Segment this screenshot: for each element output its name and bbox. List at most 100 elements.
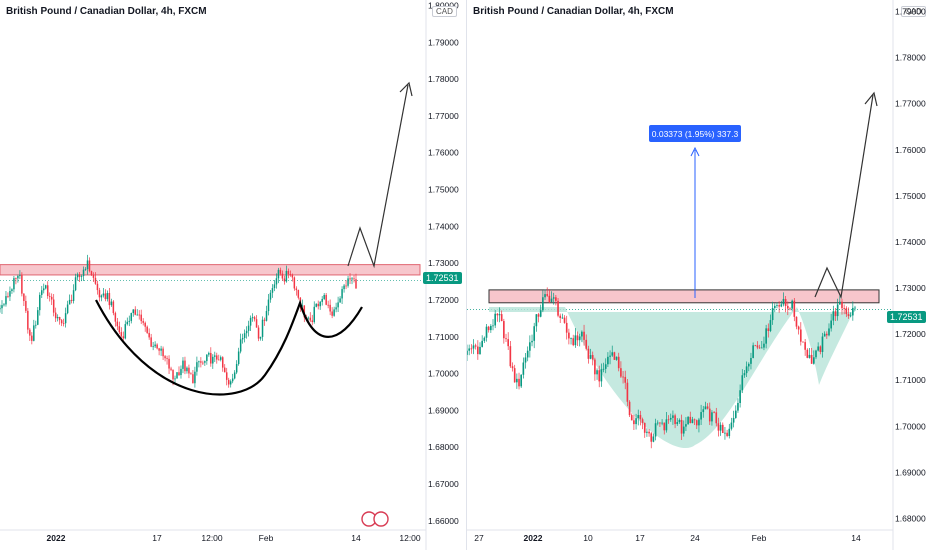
candle-body [72, 290, 75, 301]
candle-body [351, 278, 353, 280]
candle-body [767, 328, 770, 331]
y-axis-tick-label: 1.73000 [895, 283, 926, 293]
candle-body [144, 322, 146, 327]
candle-body [94, 277, 97, 284]
candle-body [513, 368, 516, 383]
candle-body [817, 346, 819, 351]
candlestick-chart-right[interactable]: 1.79000 1.78000 1.77000 1.76000 1.75000 1.740… [467, 0, 932, 550]
y-axis-tick-label: 1.71000 [428, 332, 459, 342]
candle-body [665, 419, 668, 431]
candle-body [617, 356, 620, 369]
candle-body [492, 325, 494, 327]
candle-body [3, 304, 5, 306]
candle-body [594, 359, 596, 375]
candle-body [146, 326, 148, 333]
candle-body [615, 356, 618, 360]
measure-label-box [649, 125, 741, 142]
candle-body [15, 278, 17, 279]
candle-body [548, 295, 551, 302]
candle-body [611, 352, 614, 356]
candle-body [216, 355, 218, 360]
candle-body [122, 336, 125, 339]
candle-body [160, 348, 162, 351]
y-axis-tick-label: 1.74000 [895, 237, 926, 247]
candle-body [756, 345, 759, 348]
candle-body [834, 311, 837, 317]
y-axis-tick-label: 1.69000 [895, 467, 926, 477]
candle-body [64, 313, 67, 324]
candle-body [830, 320, 832, 329]
y-axis-tick-label: 1.67000 [428, 479, 459, 489]
candle-body [84, 269, 87, 270]
candle-body [68, 299, 71, 305]
candle-body [706, 406, 709, 409]
candle-body [485, 326, 488, 338]
candle-body [832, 311, 835, 321]
candle-body [804, 342, 806, 350]
candle-body [639, 415, 642, 420]
candle-body [0, 308, 1, 310]
candle-body [202, 362, 204, 364]
candle-body [82, 269, 85, 277]
candle-body [500, 314, 503, 322]
y-axis-tick-label: 1.77000 [895, 99, 926, 109]
candle-body [229, 381, 232, 385]
candle-body [21, 275, 23, 294]
chart-panel-left[interactable]: British Pound / Canadian Dollar, 4h, FXC… [0, 0, 466, 550]
candle-body [190, 373, 192, 375]
candle-body [516, 378, 518, 383]
candle-body [481, 340, 483, 347]
candle-body [58, 317, 61, 321]
candle-body [76, 274, 79, 278]
candle-body [689, 416, 692, 423]
candle-body [136, 314, 138, 316]
candle-body [628, 401, 631, 416]
candle-body [780, 304, 783, 307]
candle-body [130, 313, 133, 321]
projection-arrow [814, 94, 874, 299]
candle-body [760, 347, 763, 349]
candle-body [620, 368, 622, 377]
candle-body [730, 422, 733, 429]
chart-panel-right[interactable]: British Pound / Canadian Dollar, 4h, FXC… [466, 0, 932, 550]
candle-body [102, 293, 105, 296]
candle-body [259, 336, 262, 339]
candle-body [66, 304, 69, 314]
candle-body [41, 290, 43, 295]
candle-body [96, 283, 99, 291]
candle-body [520, 374, 523, 387]
candle-body [836, 304, 839, 317]
y-axis-tick-label: 1.74000 [428, 221, 459, 231]
candle-body [295, 288, 298, 291]
candle-body [214, 355, 216, 357]
y-axis-tick-label: 1.72000 [895, 329, 926, 339]
candle-body [289, 274, 292, 275]
candle-body [524, 357, 527, 363]
candle-body [218, 359, 220, 361]
candle-body [667, 419, 670, 421]
candle-body [494, 313, 497, 326]
candle-body [54, 312, 57, 319]
candle-body [283, 278, 286, 282]
candle-body [176, 372, 178, 379]
candle-body [808, 354, 811, 358]
pattern-fill-area [489, 307, 855, 449]
candle-body [70, 299, 73, 301]
currency-badge[interactable]: CAD [901, 6, 926, 17]
candle-body [691, 419, 694, 423]
candle-body [152, 346, 154, 348]
candle-body [750, 357, 752, 364]
x-axis-tick-label: 2022 [47, 533, 66, 543]
currency-badge[interactable]: CAD [432, 6, 457, 17]
candle-body [626, 382, 629, 402]
candlestick-chart-left[interactable]: 1.80000 1.79000 1.78000 1.77000 1.76000 1.750… [0, 0, 466, 550]
candle-body [293, 277, 296, 289]
candle-body [470, 348, 473, 350]
candle-body [239, 339, 242, 352]
candle-body [140, 314, 142, 322]
candle-body [50, 296, 53, 300]
candle-body [518, 378, 520, 387]
y-axis-tick-label: 1.78000 [428, 74, 459, 84]
candle-body [118, 326, 121, 333]
candle-body [602, 368, 605, 370]
